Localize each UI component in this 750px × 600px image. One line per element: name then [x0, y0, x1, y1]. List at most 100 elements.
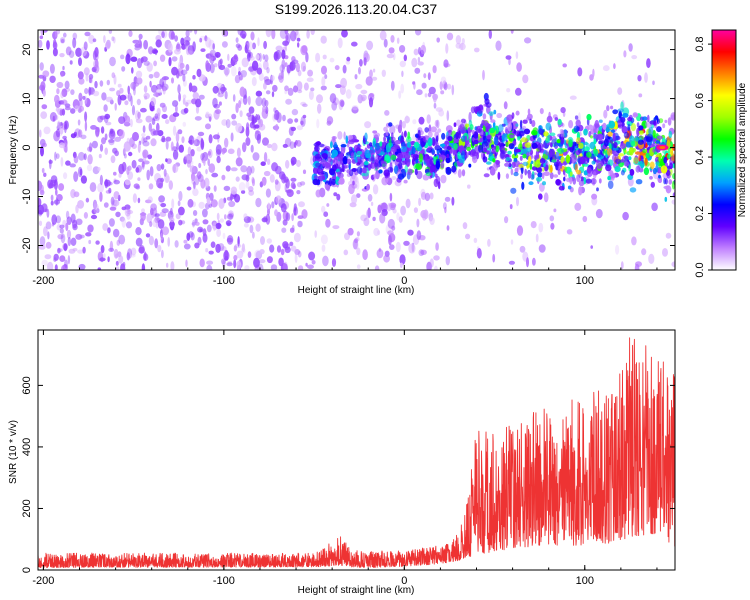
spectrogram-cell — [178, 92, 182, 102]
spectrogram-cell — [262, 137, 269, 146]
spectrogram-cell — [296, 37, 301, 42]
spectrogram-cell — [399, 262, 404, 267]
spectrogram-cell — [119, 94, 127, 101]
spectrogram-cell — [442, 202, 447, 210]
spectrogram-cell — [142, 151, 147, 162]
spectrogram-signal-cell — [415, 163, 423, 171]
spectrogram-signal-cell — [638, 139, 644, 145]
spectrogram-cell — [290, 177, 297, 182]
spectrogram-cell — [190, 232, 195, 241]
spectrogram-cell — [128, 151, 133, 157]
spectrogram-cell — [399, 45, 406, 53]
spectrogram-x-tick-label: 100 — [576, 275, 594, 287]
spectrogram-cell — [127, 165, 132, 171]
spectrogram-cell — [347, 227, 354, 236]
spectrogram-signal-cell — [527, 113, 533, 121]
spectrogram-cell — [281, 173, 287, 184]
spectrogram-cell — [351, 194, 358, 205]
snr-y-tick-label: 200 — [21, 499, 33, 517]
spectrogram-cell — [64, 80, 70, 90]
spectrogram-signal-cell — [511, 153, 519, 159]
spectrogram-cell — [289, 141, 295, 150]
spectrogram-signal-cell — [670, 148, 674, 156]
spectrogram-signal-cell — [455, 131, 459, 140]
spectrogram-cell — [320, 234, 328, 245]
spectrogram-signal-cell — [402, 160, 407, 164]
spectrogram-cell — [279, 64, 285, 73]
spectrogram-cell — [263, 40, 267, 50]
spectrogram-cell — [205, 248, 209, 253]
spectrogram-cell — [420, 44, 427, 55]
spectrogram-cell — [146, 169, 150, 181]
spectrogram-cell — [212, 97, 218, 108]
spectrogram-signal-cell — [635, 165, 641, 173]
spectrogram-cell — [400, 83, 405, 94]
spectrogram-cell — [256, 67, 263, 75]
spectrogram-cell — [189, 30, 193, 33]
spectrogram-signal-cell — [602, 122, 607, 130]
spectrogram-cell — [80, 134, 87, 140]
spectrogram-cell — [168, 30, 175, 40]
spectrogram-cell — [434, 119, 439, 128]
spectrogram-signal-cell — [628, 164, 631, 172]
spectrogram-cell — [170, 141, 174, 152]
spectrogram-cell — [88, 34, 95, 44]
spectrogram-signal-cell — [560, 136, 564, 145]
spectrogram-cell — [41, 203, 48, 213]
spectrogram-cell — [94, 47, 99, 58]
spectrogram-cell — [205, 37, 212, 48]
spectrogram-cell — [41, 167, 45, 174]
spectrogram-cell — [307, 264, 314, 270]
spectrogram-cell — [124, 204, 131, 210]
spectrogram-cell — [111, 36, 115, 42]
spectrogram-cell — [398, 216, 403, 223]
spectrogram-signal-cell — [655, 140, 660, 144]
spectrogram-cell — [75, 204, 79, 214]
spectrogram-cell — [302, 169, 307, 175]
spectrogram-cell — [296, 159, 301, 168]
spectrogram-cell — [293, 206, 299, 216]
spectrogram-cell — [260, 236, 265, 245]
spectrogram-signal-cell — [622, 113, 629, 118]
spectrogram-cell — [160, 232, 164, 241]
spectrogram-cell — [221, 246, 227, 252]
spectrogram-signal-cell — [427, 137, 433, 147]
spectrogram-cell — [143, 60, 150, 66]
spectrogram-cell — [377, 204, 382, 214]
spectrogram-signal-cell — [486, 161, 492, 165]
spectrogram-cell — [522, 74, 529, 84]
spectrogram-cell — [401, 121, 406, 129]
spectrogram-signal-cell — [536, 167, 543, 174]
spectrogram-cell — [56, 81, 64, 89]
spectrogram-signal-cell — [643, 140, 647, 145]
spectrogram-cell — [298, 265, 304, 270]
spectrogram-cell — [147, 154, 153, 160]
spectrogram-signal-cell — [603, 138, 609, 147]
spectrogram-cell — [121, 66, 126, 72]
spectrogram-x-tick-label: 0 — [401, 275, 407, 287]
spectrogram-signal-cell — [313, 175, 319, 180]
spectrogram-cell — [369, 69, 373, 78]
spectrogram-cell — [199, 258, 205, 268]
spectrogram-cell — [195, 98, 202, 108]
spectrogram-signal-cell — [596, 160, 603, 170]
spectrogram-cell — [47, 231, 50, 240]
spectrogram-cell — [566, 229, 573, 235]
spectrogram-cell — [249, 224, 254, 234]
spectrogram-cell — [392, 52, 396, 61]
spectrogram-cell — [294, 252, 298, 264]
spectrogram-cell — [138, 158, 144, 163]
spectrogram-signal-cell — [473, 106, 477, 111]
spectrogram-signal-cell — [334, 156, 341, 161]
spectrogram-signal-cell — [539, 108, 544, 115]
spectrogram-cell — [297, 220, 303, 228]
spectrogram-cell — [154, 238, 159, 249]
spectrogram-cell — [622, 211, 629, 221]
spectrogram-cell — [142, 140, 150, 147]
spectrogram-signal-cell — [508, 143, 515, 150]
spectrogram-cell — [271, 75, 275, 81]
spectrogram-signal-cell — [649, 120, 656, 125]
spectrogram-cell — [115, 211, 121, 218]
spectrogram-cell — [427, 130, 433, 138]
spectrogram-cell — [165, 140, 169, 150]
